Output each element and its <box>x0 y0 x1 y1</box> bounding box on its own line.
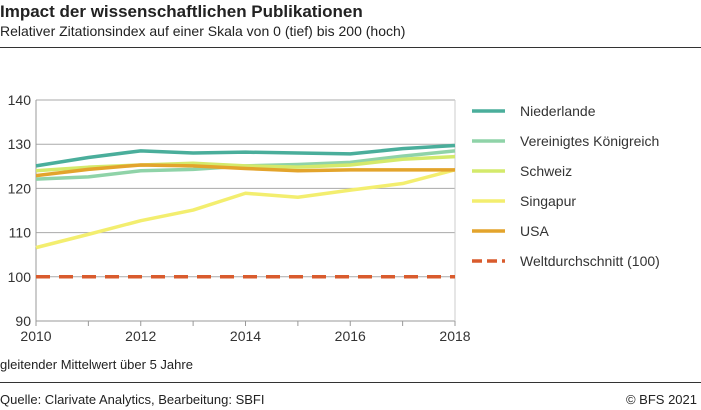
y-tick-label: 130 <box>8 136 32 152</box>
legend-label: Schweiz <box>520 163 572 179</box>
legend-label: Weltdurchschnitt (100) <box>520 253 660 269</box>
series-line-niederlande <box>35 143 456 168</box>
legend-label: Vereinigtes Königreich <box>520 133 659 149</box>
x-tick-label: 2010 <box>20 328 51 344</box>
legend-label: Singapur <box>520 193 576 209</box>
chart-subtitle: Relativer Zitationsindex auf einer Skala… <box>0 23 406 39</box>
chart-title: Impact der wissenschaftlichen Publikatio… <box>0 2 363 21</box>
series-line-usa <box>35 163 455 178</box>
y-tick-label: 100 <box>8 269 32 285</box>
x-tick-label: 2018 <box>439 328 470 344</box>
y-tick-label: 90 <box>15 313 31 329</box>
divider <box>0 47 701 48</box>
divider <box>0 382 701 383</box>
series-line-singapur <box>35 168 456 250</box>
x-tick-label: 2016 <box>335 328 366 344</box>
copyright: © BFS 2021 <box>625 392 697 407</box>
source: Quelle: Clarivate Analytics, Bearbeitung… <box>0 392 265 407</box>
legend-label: USA <box>520 223 549 239</box>
footnote: gleitender Mittelwert über 5 Jahre <box>0 357 193 372</box>
y-tick-label: 120 <box>8 180 32 196</box>
legend-label: Niederlande <box>520 103 596 119</box>
y-tick-label: 110 <box>9 225 32 241</box>
y-tick-label: 140 <box>8 92 32 108</box>
x-tick-label: 2012 <box>125 328 156 344</box>
x-tick-label: 2014 <box>230 328 261 344</box>
